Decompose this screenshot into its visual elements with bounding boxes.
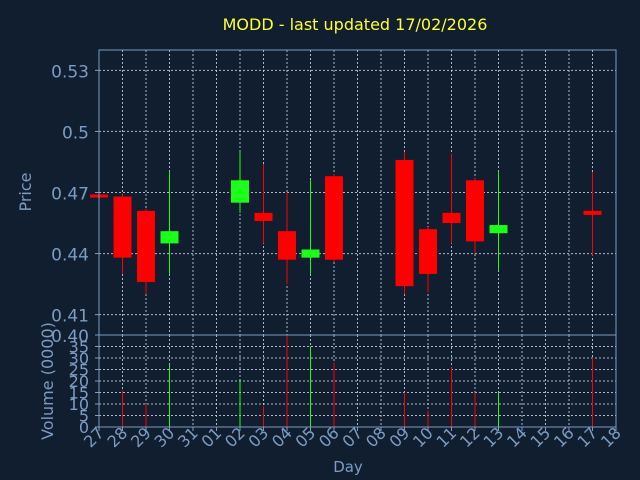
x-tick-label: 18 <box>597 423 625 451</box>
candle-down <box>466 180 484 242</box>
candle-down <box>325 176 343 260</box>
price-axis-label: Price <box>16 172 35 211</box>
x-axis: 2728293031010203040506070809101112131415… <box>80 423 625 451</box>
volume-tick-label: 5 <box>79 407 89 426</box>
price-tick-label: 0.53 <box>51 62 89 82</box>
candle-down <box>442 212 461 224</box>
volume-tick-label: 35 <box>69 338 89 357</box>
candle-up <box>489 225 508 234</box>
price-tick-label: 0.44 <box>51 246 89 266</box>
candle-down <box>278 231 296 260</box>
candle-up <box>301 249 320 258</box>
volume-axis-label: Volume (0000) <box>38 322 57 440</box>
volume-tick-label: 30 <box>69 349 89 368</box>
volume-tick-label: 10 <box>69 395 89 414</box>
price-tick-label: 0.41 <box>51 307 89 327</box>
candle-up <box>160 231 179 244</box>
price-panel: 0.53 0.5 0.47 0.44 0.410.40 <box>51 49 617 347</box>
candle-up <box>231 180 249 203</box>
volume-tick-label: 15 <box>69 384 89 403</box>
candle-down <box>137 210 155 283</box>
price-tick-label: 0.47 <box>51 185 89 205</box>
volume-tick-label: 25 <box>69 361 89 380</box>
candle-down <box>583 210 602 215</box>
volume-tick-label: 0 <box>79 418 89 437</box>
x-axis-label: Day <box>333 458 363 476</box>
price-tick-label: 0.40 <box>51 327 89 347</box>
candle-down <box>113 196 132 258</box>
volume-tick-label: 20 <box>69 372 89 391</box>
candle-down <box>419 229 437 274</box>
chart-title: MODD - last updated 17/02/2026 <box>223 15 488 34</box>
candle-down <box>395 159 414 287</box>
candle-down <box>254 212 273 221</box>
price-tick-label: 0.5 <box>62 123 89 143</box>
